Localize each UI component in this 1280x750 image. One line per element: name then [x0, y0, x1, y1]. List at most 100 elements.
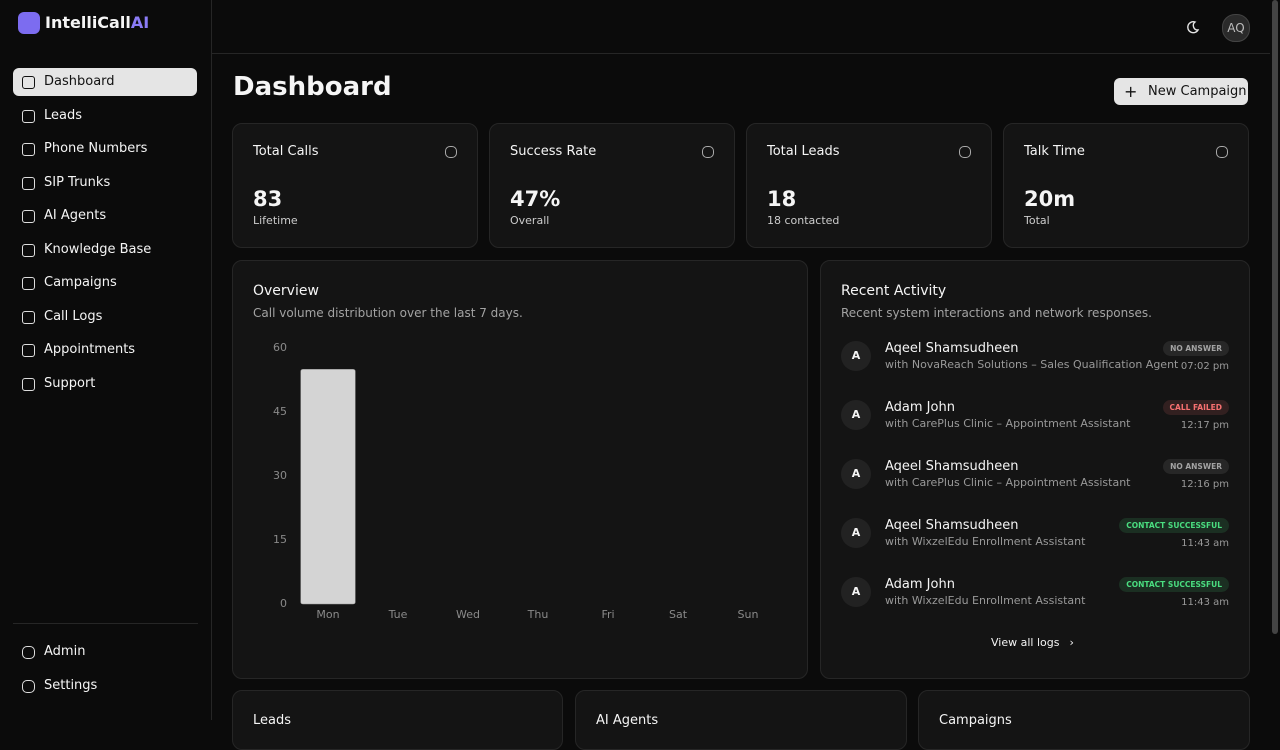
activity-card: Recent Activity Recent system interactio…: [820, 260, 1250, 679]
stat-value: 20m: [1024, 187, 1076, 211]
x-tick-label: Thu: [527, 608, 549, 621]
y-tick-label: 60: [273, 341, 287, 354]
activity-row[interactable]: A Adam John with CarePlus Clinic – Appoint…: [821, 400, 1249, 440]
stat-icon: [959, 146, 971, 158]
status-badge: NO ANSWER: [1163, 459, 1229, 474]
status-badge: CONTACT SUCCESSFUL: [1119, 518, 1229, 533]
nav-item[interactable]: Knowledge Base: [13, 236, 197, 264]
activity-detail: with CarePlus Clinic – Appointment Assis…: [885, 417, 1131, 430]
stat-card: Total Leads 18 18 contacted: [746, 123, 992, 248]
activity-detail: with WixzelEdu Enrollment Assistant: [885, 535, 1086, 548]
nav-icon: [22, 243, 35, 257]
x-tick-label: Tue: [388, 608, 408, 621]
nav-item[interactable]: Admin: [13, 638, 197, 666]
y-tick-label: 15: [273, 533, 287, 546]
activity-row[interactable]: A Aqeel Shamsudheen with WixzelEdu Enrollm…: [821, 518, 1249, 558]
chart: 0 15 30 45 60 Mon Tue Wed Thu Fri Sat Sun: [273, 341, 759, 621]
nav-icon: [22, 76, 35, 89]
activity-name: Adam John: [885, 577, 955, 592]
x-tick-label: Sat: [669, 608, 688, 621]
theme-toggle[interactable]: [1184, 19, 1200, 35]
stat-note: Total: [1024, 214, 1050, 227]
activity-avatar: A: [841, 400, 871, 430]
x-tick-label: Sun: [738, 608, 759, 621]
stat-value: 18: [767, 187, 797, 211]
bottom-card: Leads: [232, 690, 563, 750]
nav-icon: [22, 310, 35, 324]
nav-icon: [22, 143, 35, 156]
nav-label: Leads: [44, 107, 83, 123]
x-tick-label: Mon: [316, 608, 339, 621]
nav-item[interactable]: Call Logs: [13, 303, 197, 331]
nav-icon: [22, 646, 35, 659]
activity-row[interactable]: A Aqeel Shamsudheen with NovaReach Solutio…: [821, 341, 1249, 381]
activity-time: 12:16 pm: [1180, 479, 1229, 490]
nav-item[interactable]: Settings: [13, 672, 197, 700]
nav-label: Settings: [44, 677, 98, 693]
nav-item[interactable]: Support: [13, 370, 197, 398]
status-badge: CALL FAILED: [1162, 400, 1229, 415]
nav-label: Phone Numbers: [44, 141, 148, 156]
card-title: AI Agents: [596, 713, 659, 728]
activity-avatar: A: [841, 518, 871, 548]
activity-avatar: A: [841, 577, 871, 607]
activity-name: Aqeel Shamsudheen: [885, 518, 1019, 533]
nav-icon: [22, 377, 35, 391]
y-tick-label: 0: [280, 597, 287, 610]
page-title: Dashboard: [233, 72, 392, 102]
new-campaign-button[interactable]: + New Campaign: [1114, 78, 1248, 105]
nav-item[interactable]: AI Agents: [13, 202, 197, 230]
nav-icon: [22, 679, 35, 693]
logo[interactable]: IntelliCallAI: [45, 13, 149, 32]
nav-item[interactable]: SIP Trunks: [13, 169, 197, 197]
activity-detail: with NovaReach Solutions – Sales Qualifi…: [885, 358, 1179, 371]
logo-icon: [18, 12, 40, 34]
nav-item[interactable]: Dashboard: [13, 68, 197, 96]
x-tick-label: Fri: [601, 608, 614, 621]
y-tick-label: 30: [273, 469, 287, 482]
activity-avatar: A: [841, 459, 871, 489]
status-badge: CONTACT SUCCESSFUL: [1119, 577, 1229, 592]
card-title: Recent Activity: [841, 283, 947, 299]
card-subtitle: Recent system interactions and network r…: [841, 306, 1152, 320]
activity-detail: with CarePlus Clinic – Appointment Assis…: [885, 476, 1131, 489]
status-badge: NO ANSWER: [1163, 341, 1229, 356]
stat-value: 47%: [510, 187, 561, 211]
stat-icon: [1216, 146, 1228, 158]
bottom-card: Campaigns: [918, 690, 1250, 750]
activity-time: 12:17 pm: [1180, 420, 1229, 431]
activity-avatar: A: [841, 341, 871, 371]
activity-time: 07:02 pm: [1180, 361, 1229, 372]
stat-card: Success Rate 47% Overall: [489, 123, 735, 248]
stat-note: Overall: [510, 214, 550, 227]
activity-time: 11:43 am: [1181, 538, 1229, 549]
card-subtitle: Call volume distribution over the last 7…: [253, 306, 523, 320]
stat-icon: [445, 146, 457, 158]
nav-item[interactable]: Leads: [13, 102, 197, 130]
stat-card: Talk Time 20m Total: [1003, 123, 1249, 248]
activity-name: Aqeel Shamsudheen: [885, 459, 1019, 474]
nav-label: Appointments: [44, 342, 136, 357]
nav-label: Campaigns: [44, 275, 117, 290]
nav-label: Admin: [44, 644, 86, 659]
activity-row[interactable]: A Aqeel Shamsudheen with CarePlus Clinic –…: [821, 459, 1249, 499]
stat-label: Total Calls: [253, 144, 319, 159]
nav-item[interactable]: Phone Numbers: [13, 135, 197, 163]
stat-note: 18 contacted: [767, 214, 840, 227]
activity-time: 11:43 am: [1181, 597, 1229, 608]
nav-item[interactable]: Appointments: [13, 336, 197, 364]
stat-icon: [702, 146, 714, 158]
nav-icon: [22, 176, 35, 190]
stat-label: Success Rate: [510, 144, 597, 159]
nav-label: SIP Trunks: [44, 174, 111, 190]
nav-item[interactable]: Campaigns: [13, 269, 197, 297]
scrollbar[interactable]: [1272, 0, 1278, 634]
sidebar: IntelliCallAI Dashboard Leads Phone Number…: [0, 0, 212, 720]
activity-name: Adam John: [885, 400, 955, 415]
view-all-link[interactable]: View all logs ›: [991, 636, 1074, 649]
bottom-card: AI Agents: [575, 690, 907, 750]
nav-icon: [22, 109, 35, 123]
avatar[interactable]: AQ: [1222, 14, 1250, 42]
activity-row[interactable]: A Adam John with WixzelEdu Enrollment Assi…: [821, 577, 1249, 617]
stat-card: Total Calls 83 Lifetime: [232, 123, 478, 248]
